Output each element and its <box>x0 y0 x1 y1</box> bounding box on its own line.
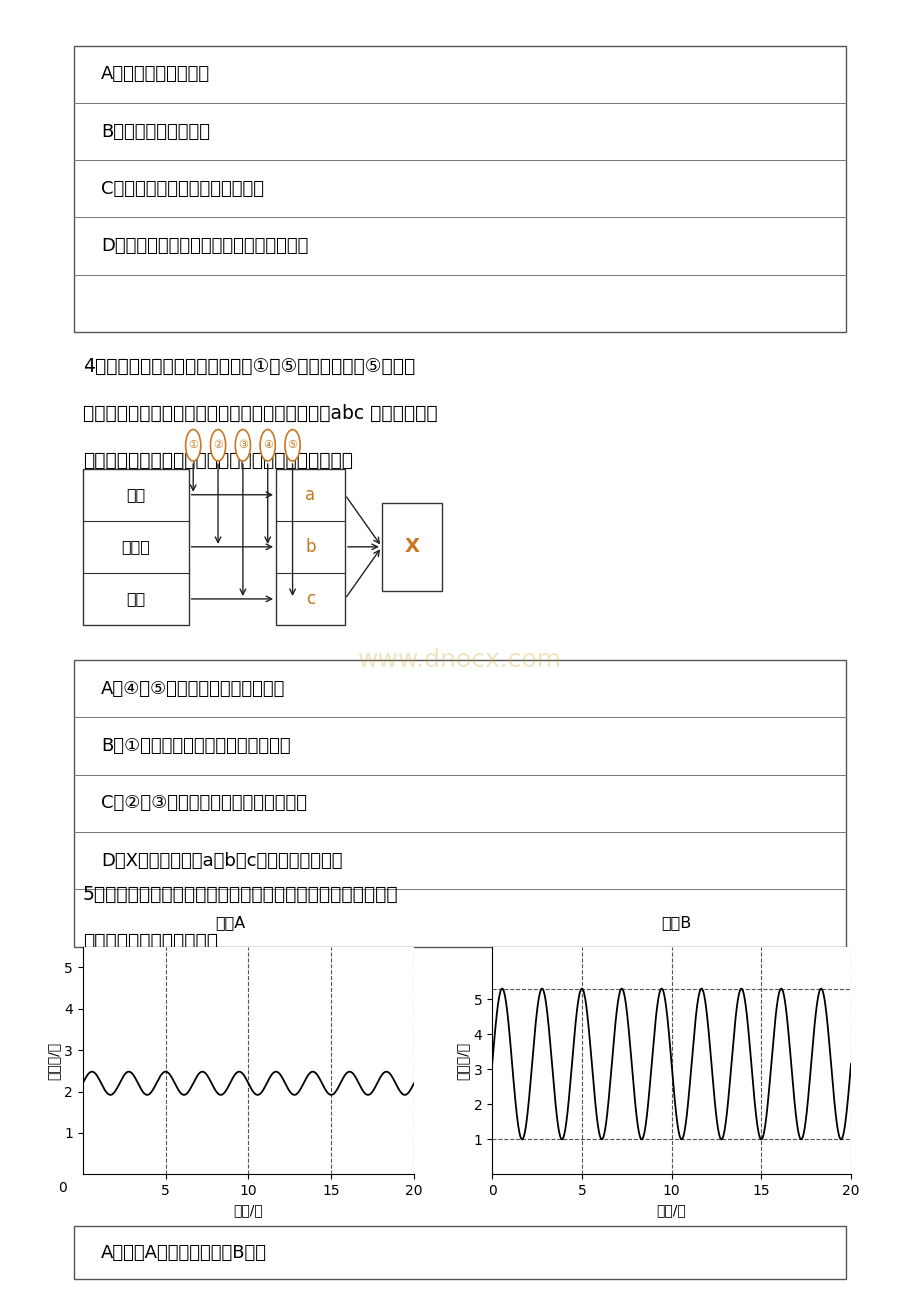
Bar <box>381 503 441 591</box>
Text: 况，有关分析正确的是（）: 况，有关分析正确的是（） <box>83 932 218 952</box>
Text: A．曲线A呼吸深度比曲线B要深: A．曲线A呼吸深度比曲线B要深 <box>101 1243 267 1262</box>
Text: A．④和⑤发挥作用的场所都是小肠: A．④和⑤发挥作用的场所都是小肠 <box>101 680 285 698</box>
Text: X: X <box>403 538 419 556</box>
Text: D．管内流动的血液含氧气较少、颜色暗红: D．管内流动的血液含氧气较少、颜色暗红 <box>101 237 308 255</box>
Text: 4．下图表示人体消化吸收过程，①一⑤表示消化液（⑤为肠液: 4．下图表示人体消化吸收过程，①一⑤表示消化液（⑤为肠液 <box>83 357 414 376</box>
Text: 蛋白质: 蛋白质 <box>121 539 150 555</box>
Y-axis label: 肺容量/升: 肺容量/升 <box>46 1042 60 1079</box>
Text: ⑤: ⑤ <box>288 440 297 450</box>
Text: b: b <box>305 538 315 556</box>
Text: 5．如图两幅曲线表示某同学在跳绳和平静两种状态下的呼吸情: 5．如图两幅曲线表示某同学在跳绳和平静两种状态下的呼吸情 <box>83 885 398 905</box>
Bar <box>74 1226 845 1279</box>
Ellipse shape <box>210 430 225 461</box>
Text: ②: ② <box>213 440 222 450</box>
Y-axis label: 肺容量/升: 肺容量/升 <box>455 1042 469 1079</box>
Text: ③: ③ <box>238 440 247 450</box>
Text: www.dnocx.com: www.dnocx.com <box>357 648 562 672</box>
Text: A．管壁的内面有瓣膜: A．管壁的内面有瓣膜 <box>101 65 210 83</box>
Bar <box>83 469 188 625</box>
Text: B．①为唾液，能将淀粉分解为麦芽糖: B．①为唾液，能将淀粉分解为麦芽糖 <box>101 737 290 755</box>
Text: D．X表示小肠，是a、b、c被吸收的主要场所: D．X表示小肠，是a、b、c被吸收的主要场所 <box>101 852 343 870</box>
Text: ①: ① <box>188 440 198 450</box>
Ellipse shape <box>260 430 275 461</box>
Text: 淀粉: 淀粉 <box>126 487 145 503</box>
Ellipse shape <box>186 430 200 461</box>
X-axis label: 时间/秒: 时间/秒 <box>656 1203 686 1217</box>
Text: c: c <box>306 590 314 608</box>
Text: 、蛋白质和脂肪的最终消化产物。分析不正确的是（）: 、蛋白质和脂肪的最终消化产物。分析不正确的是（） <box>83 450 352 470</box>
Ellipse shape <box>235 430 250 461</box>
Bar <box>276 469 345 625</box>
Text: ）。纵向箭头表示消化液对相应物质的消化作用，abc 分别表示淀粉: ）。纵向箭头表示消化液对相应物质的消化作用，abc 分别表示淀粉 <box>83 404 437 423</box>
Text: C．管内血液由近心端流向远心端: C．管内血液由近心端流向远心端 <box>101 180 264 198</box>
Bar <box>74 660 845 947</box>
Text: 脂肪: 脂肪 <box>126 591 145 607</box>
X-axis label: 时间/秒: 时间/秒 <box>233 1203 263 1217</box>
Text: B．管壁较薄、弹性小: B．管壁较薄、弹性小 <box>101 122 210 141</box>
Ellipse shape <box>285 430 300 461</box>
Text: 曲线A: 曲线A <box>215 914 244 930</box>
Text: a: a <box>305 486 315 504</box>
Text: C．②与③都只含一种酶，但酶种类不同: C．②与③都只含一种酶，但酶种类不同 <box>101 794 307 812</box>
Bar <box>74 46 845 332</box>
Text: ④: ④ <box>263 440 272 450</box>
Text: 0: 0 <box>59 1181 67 1195</box>
Text: 曲线B: 曲线B <box>661 914 690 930</box>
